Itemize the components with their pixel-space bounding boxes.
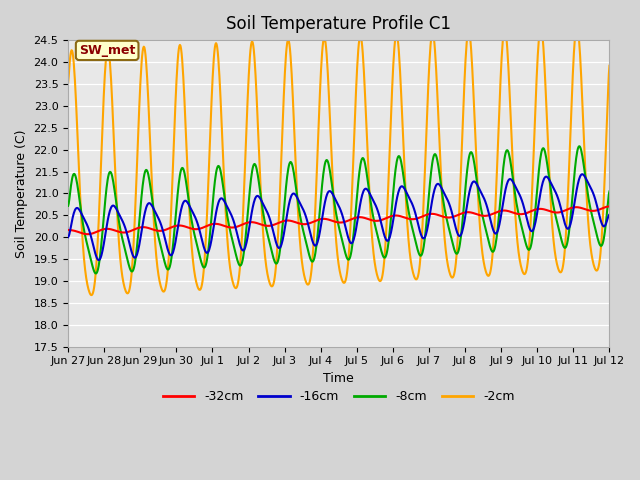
X-axis label: Time: Time <box>323 372 354 385</box>
Title: Soil Temperature Profile C1: Soil Temperature Profile C1 <box>227 15 451 33</box>
Y-axis label: Soil Temperature (C): Soil Temperature (C) <box>15 129 28 258</box>
Legend: -32cm, -16cm, -8cm, -2cm: -32cm, -16cm, -8cm, -2cm <box>158 385 520 408</box>
Text: SW_met: SW_met <box>79 44 135 57</box>
